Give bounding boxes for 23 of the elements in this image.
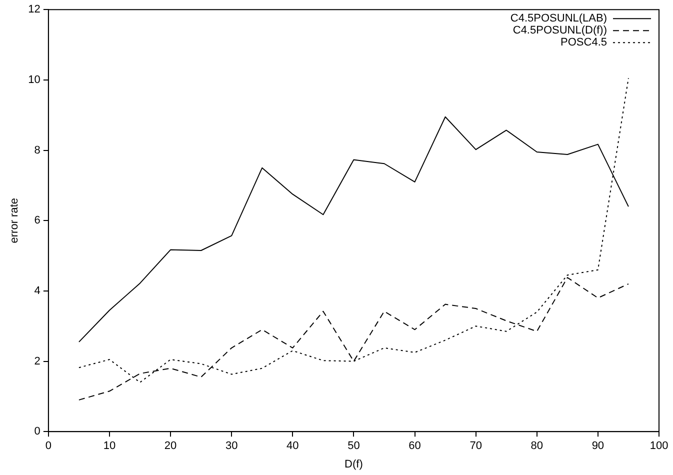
y-axis-title: error rate <box>8 198 21 244</box>
x-tick-label: 40 <box>286 440 299 452</box>
x-tick-label: 50 <box>348 440 360 452</box>
x-tick-label: 90 <box>592 440 604 452</box>
x-tick-label: 80 <box>530 440 544 452</box>
legend-label: C4.5POSUNL(LAB) <box>510 12 607 25</box>
legend-label: POSC4.5 <box>560 36 607 49</box>
y-tick-label: 10 <box>28 74 40 86</box>
y-tick-label: 4 <box>34 284 40 297</box>
x-tick-label: 20 <box>164 440 177 452</box>
legend-label: C4.5POSUNL(D(f)) <box>512 24 607 37</box>
y-tick-label: 8 <box>34 144 40 156</box>
x-axis-title: D(f) <box>344 458 363 470</box>
x-tick-label: 0 <box>45 440 52 452</box>
x-tick-label: 60 <box>408 440 421 452</box>
x-tick-label: 10 <box>103 440 116 452</box>
x-tick-label: 30 <box>225 440 238 452</box>
y-tick-label: 12 <box>28 4 40 16</box>
y-tick-label: 0 <box>34 426 40 438</box>
y-tick-label: 2 <box>34 355 40 368</box>
x-tick-label: 100 <box>650 440 668 452</box>
x-tick-label: 70 <box>470 440 482 452</box>
y-tick-label: 6 <box>34 214 40 227</box>
